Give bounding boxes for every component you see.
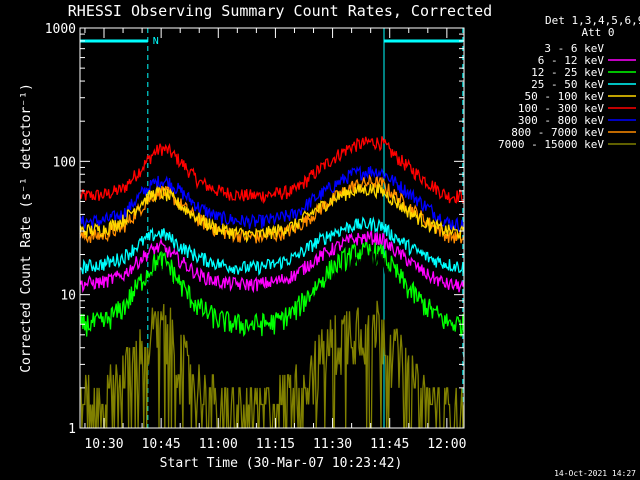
x-tick-label: 10:45 bbox=[142, 437, 181, 452]
x-axis: 10:30 10:45 11:00 11:15 11:30 11:45 12:00 bbox=[84, 28, 466, 452]
y-tick-label: 1 bbox=[68, 422, 76, 437]
legend-label: 3 - 6 keV bbox=[544, 42, 604, 55]
legend-header: Det 1,3,4,5,6,9, bbox=[545, 14, 640, 27]
legend-label: 12 - 25 keV bbox=[531, 66, 604, 79]
series-line-7 bbox=[79, 241, 465, 338]
legend-label: 50 - 100 keV bbox=[525, 90, 605, 103]
y-axis: 1 10 100 1000 bbox=[45, 22, 464, 437]
x-tick-label: 11:45 bbox=[370, 437, 409, 452]
x-tick-label: 12:00 bbox=[427, 437, 466, 452]
y-tick-label: 100 bbox=[53, 155, 76, 170]
legend-label: 25 - 50 keV bbox=[531, 78, 604, 91]
series-line-4 bbox=[79, 182, 465, 244]
y-axis-label: Corrected Count Rate (s⁻¹ detector⁻¹) bbox=[19, 83, 34, 373]
legend-label: 300 - 800 keV bbox=[518, 114, 604, 127]
x-tick-label: 10:30 bbox=[84, 437, 123, 452]
series-layer bbox=[79, 136, 465, 429]
x-axis-label: Start Time (30-Mar-07 10:23:42) bbox=[160, 456, 403, 471]
legend-label: 6 - 12 keV bbox=[538, 54, 605, 67]
legend-label: 800 - 7000 keV bbox=[511, 126, 604, 139]
legend-label: 100 - 300 keV bbox=[518, 102, 604, 115]
series-line-5 bbox=[79, 216, 465, 276]
footer-timestamp: 14-Oct-2021 14:27 bbox=[554, 469, 636, 478]
y-tick-label: 1000 bbox=[45, 22, 76, 37]
series-line-6 bbox=[79, 230, 465, 294]
legend-header: Att 0 bbox=[581, 26, 614, 39]
y-tick-label: 10 bbox=[60, 289, 76, 304]
x-tick-label: 11:15 bbox=[256, 437, 295, 452]
plot-frame bbox=[79, 27, 465, 429]
series-line-1 bbox=[79, 136, 465, 205]
series-line-8 bbox=[79, 250, 465, 370]
chart-title: RHESSI Observing Summary Count Rates, Co… bbox=[68, 2, 492, 20]
legend-label: 7000 - 15000 keV bbox=[498, 138, 604, 151]
x-tick-label: 11:30 bbox=[313, 437, 352, 452]
x-tick-label: 11:00 bbox=[199, 437, 238, 452]
series-line-2 bbox=[79, 165, 465, 233]
night-label: N bbox=[153, 36, 159, 47]
